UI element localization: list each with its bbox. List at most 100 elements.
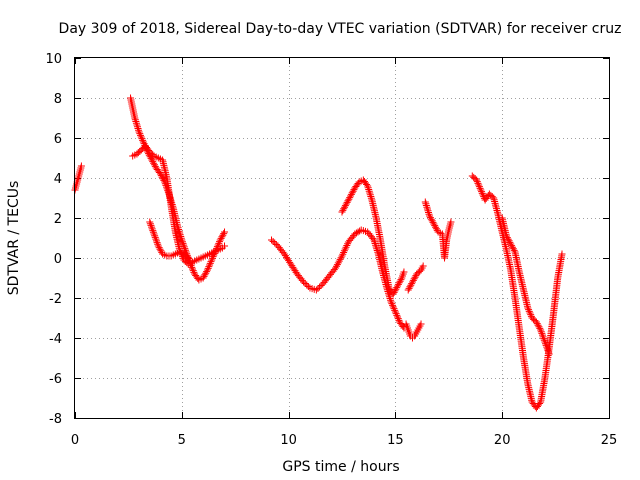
data-point [347, 190, 355, 198]
data-point [179, 239, 187, 247]
data-point [540, 336, 548, 344]
x-tick-label: 5 [178, 433, 186, 448]
series-arc-7 [402, 320, 425, 342]
data-point [391, 308, 399, 316]
data-point [341, 202, 349, 210]
data-point [473, 178, 481, 186]
data-point [392, 285, 400, 293]
data-point [369, 234, 377, 242]
y-tick-labels: -8 -6 -4 -2 0 2 4 6 8 10 [45, 52, 62, 427]
data-point [221, 242, 229, 250]
data-point [150, 159, 158, 167]
data-point [149, 158, 157, 166]
data-point [404, 286, 412, 294]
data-point [508, 242, 516, 250]
data-point [146, 218, 154, 226]
data-point [387, 298, 395, 306]
data-point [131, 114, 139, 122]
data-point [371, 240, 379, 247]
data-point [157, 172, 165, 180]
data-point [314, 285, 322, 292]
data-point [344, 197, 352, 205]
data-point [203, 266, 211, 274]
x-axis-label: GPS time / hours [282, 459, 399, 475]
x-tick-label: 15 [387, 433, 404, 448]
data-point [391, 287, 399, 295]
data-point [536, 324, 544, 332]
data-point [545, 348, 553, 356]
data-point [504, 235, 512, 243]
data-point [426, 212, 434, 220]
data-point [205, 263, 213, 271]
data-point [363, 181, 371, 188]
y-tick-label: -4 [49, 332, 62, 347]
data-point [151, 232, 159, 240]
data-point [422, 200, 430, 208]
data-point [345, 195, 353, 203]
data-point [207, 258, 215, 266]
data-point [153, 239, 161, 247]
data-point [340, 249, 348, 256]
data-point [340, 205, 348, 213]
series-arc-11 [498, 214, 553, 358]
data-point [201, 271, 209, 279]
data-point [430, 220, 438, 228]
y-tick-label: 8 [54, 92, 62, 107]
data-point [132, 119, 140, 127]
data-point [177, 234, 185, 242]
data-point [269, 238, 277, 245]
data-point [188, 265, 196, 273]
data-point [156, 245, 164, 253]
data-point [155, 244, 163, 252]
data-point [206, 261, 214, 269]
data-point [178, 236, 186, 244]
data-point [396, 277, 404, 285]
data-point [338, 252, 346, 260]
data-point [417, 320, 425, 328]
data-point [364, 184, 372, 192]
series-arc-5 [268, 226, 408, 332]
data-point [419, 262, 427, 270]
data-point [202, 269, 210, 277]
data-point [410, 275, 418, 283]
data-point [342, 243, 350, 251]
data-point [366, 189, 374, 197]
data-point [508, 243, 516, 251]
data-point [545, 350, 553, 358]
data-point [220, 230, 228, 238]
data-point [347, 192, 355, 200]
data-point [149, 228, 157, 236]
data-point [400, 268, 408, 276]
y-tick-label: -6 [49, 372, 62, 387]
data-point [177, 233, 185, 240]
y-tick-label: 2 [54, 212, 62, 227]
y-tick-label: -2 [49, 292, 62, 307]
data-point [216, 236, 224, 244]
data-point [537, 328, 545, 336]
data-point [392, 310, 400, 318]
data-point [137, 131, 145, 139]
data-point [374, 248, 382, 256]
data-point [176, 231, 184, 239]
data-point [208, 256, 216, 264]
data-point [340, 247, 348, 255]
data-point [131, 116, 139, 124]
data-point [386, 295, 394, 302]
data-point [218, 233, 226, 241]
data-point [476, 184, 484, 192]
data-point [425, 209, 433, 216]
data-point [428, 217, 436, 225]
data-point [390, 288, 398, 296]
data-point [394, 282, 402, 290]
y-tick-label: -8 [49, 412, 62, 427]
data-point [365, 186, 373, 193]
data-point [199, 274, 207, 282]
data-point [303, 281, 311, 289]
data-point [132, 118, 140, 125]
x-tick-label: 25 [601, 433, 618, 448]
data-point [405, 284, 413, 292]
data-point [139, 136, 147, 144]
x-tick-label: 0 [71, 433, 79, 448]
data-point [542, 340, 550, 348]
data-point [536, 400, 544, 407]
